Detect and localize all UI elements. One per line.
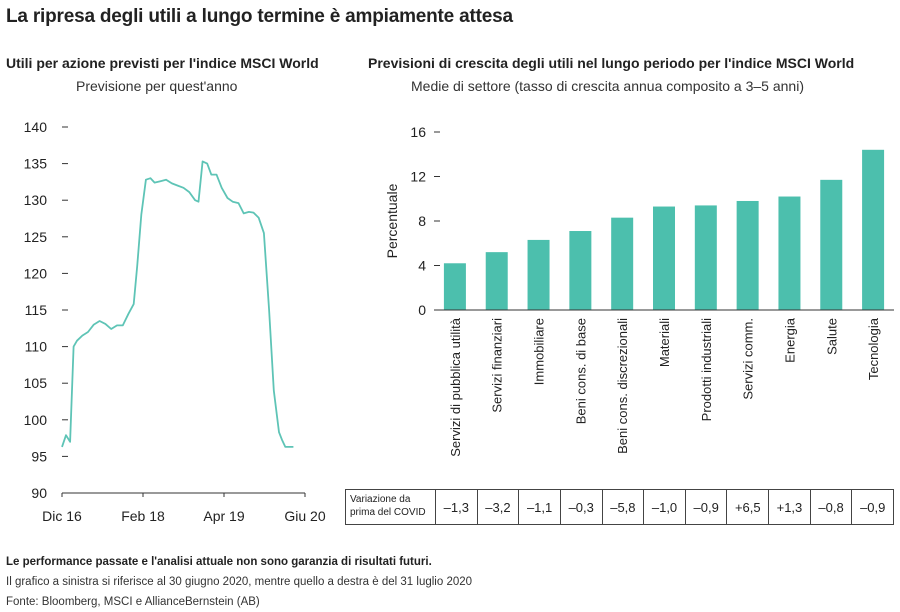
category-label: Energia xyxy=(782,317,797,363)
bar xyxy=(862,149,885,310)
y-tick-label: 0 xyxy=(418,302,426,318)
y-tick-label: 16 xyxy=(410,124,426,140)
footer-disclaimer: Le performance passate e l'analisi attua… xyxy=(6,556,432,568)
change-table-cell: –5,8 xyxy=(603,490,645,524)
y-tick-label: 95 xyxy=(31,448,47,464)
y-tick-label: 4 xyxy=(418,258,426,274)
bar xyxy=(820,179,843,310)
bar xyxy=(569,231,592,310)
category-label: Materiali xyxy=(657,318,672,367)
category-label: Immobiliare xyxy=(532,318,547,385)
y-tick-label: 110 xyxy=(25,339,48,355)
change-table-cell: –1,0 xyxy=(644,490,686,524)
change-table-header: Variazione da prima del COVID xyxy=(346,490,436,524)
category-label: Servizi di pubblica utilità xyxy=(448,317,463,457)
x-tick-label: Apr 19 xyxy=(203,508,244,524)
change-table-cell: +1,3 xyxy=(769,490,811,524)
y-tick-label: 130 xyxy=(24,192,48,208)
page-title: La ripresa degli utili a lungo termine è… xyxy=(6,6,513,27)
right-chart-subtitle: Medie di settore (tasso di crescita annu… xyxy=(411,78,804,94)
eps-series-line xyxy=(61,160,294,448)
bar xyxy=(736,200,759,310)
y-tick-label: 8 xyxy=(418,213,426,229)
change-table-cell: –1,3 xyxy=(436,490,478,524)
category-label: Tecnologia xyxy=(866,317,881,380)
change-table-cell: +6,5 xyxy=(727,490,770,524)
left-chart-title: Utili per azione previsti per l'indice M… xyxy=(6,55,319,71)
sector-growth-bar-chart: 0 4 8 12 16 Percentuale Servizi di pubblica ut… xyxy=(384,124,894,457)
bar xyxy=(485,252,508,310)
x-tick-label: Giu 20 xyxy=(284,508,325,524)
left-chart-subtitle: Previsione per quest'anno xyxy=(76,78,238,94)
y-tick-label: 100 xyxy=(24,412,48,428)
category-label: Beni cons. discrezionali xyxy=(615,318,630,454)
bar xyxy=(527,239,550,310)
change-table-label-line2: prima del COVID xyxy=(350,507,426,518)
y-tick-label: 125 xyxy=(24,229,48,245)
category-label: Beni cons. di base xyxy=(573,318,588,424)
change-table-cell: –0,9 xyxy=(686,490,728,524)
change-table-cell: –0,9 xyxy=(860,499,886,515)
bar xyxy=(611,217,634,310)
change-table: Variazione da prima del COVID –1,3 –3,2 –1… xyxy=(345,489,894,525)
y-tick-label: 90 xyxy=(31,485,47,501)
y-tick-label: 105 xyxy=(24,375,48,391)
x-tick-label: Feb 18 xyxy=(121,508,165,524)
bar xyxy=(694,205,717,310)
bar xyxy=(443,263,466,310)
y-tick-label: 115 xyxy=(25,302,48,318)
category-label: Servizi comm. xyxy=(741,318,756,400)
footer-note: Il grafico a sinistra si riferisce al 30… xyxy=(6,576,473,588)
change-table-cell: –1,1 xyxy=(519,490,561,524)
x-tick-label: Dic 16 xyxy=(42,508,82,524)
eps-line-chart: 90 95 100 105 110 115 120 125 130 135 140 Dic 16 Feb… xyxy=(24,119,326,524)
category-label: Prodotti industriali xyxy=(699,318,714,421)
y-tick-label: 135 xyxy=(24,156,48,172)
y-axis-label: Percentuale xyxy=(384,183,400,258)
change-table-cell: –0,3 xyxy=(561,490,603,524)
y-tick-label: 140 xyxy=(24,119,48,135)
footer-source: Fonte: Bloomberg, MSCI e AllianceBernste… xyxy=(6,596,260,608)
bar xyxy=(778,196,801,310)
y-tick-label: 12 xyxy=(410,169,426,185)
category-label: Servizi finanziari xyxy=(490,318,505,413)
category-label: Salute xyxy=(824,318,839,355)
right-chart-title: Previsioni di crescita degli utili nel l… xyxy=(368,55,855,71)
y-tick-label: 120 xyxy=(24,265,48,281)
change-table-label-line1: Variazione da xyxy=(350,494,411,505)
change-table-cell: –0,8 xyxy=(811,490,853,524)
change-table-cell: –3,2 xyxy=(478,490,520,524)
bar xyxy=(653,206,675,310)
